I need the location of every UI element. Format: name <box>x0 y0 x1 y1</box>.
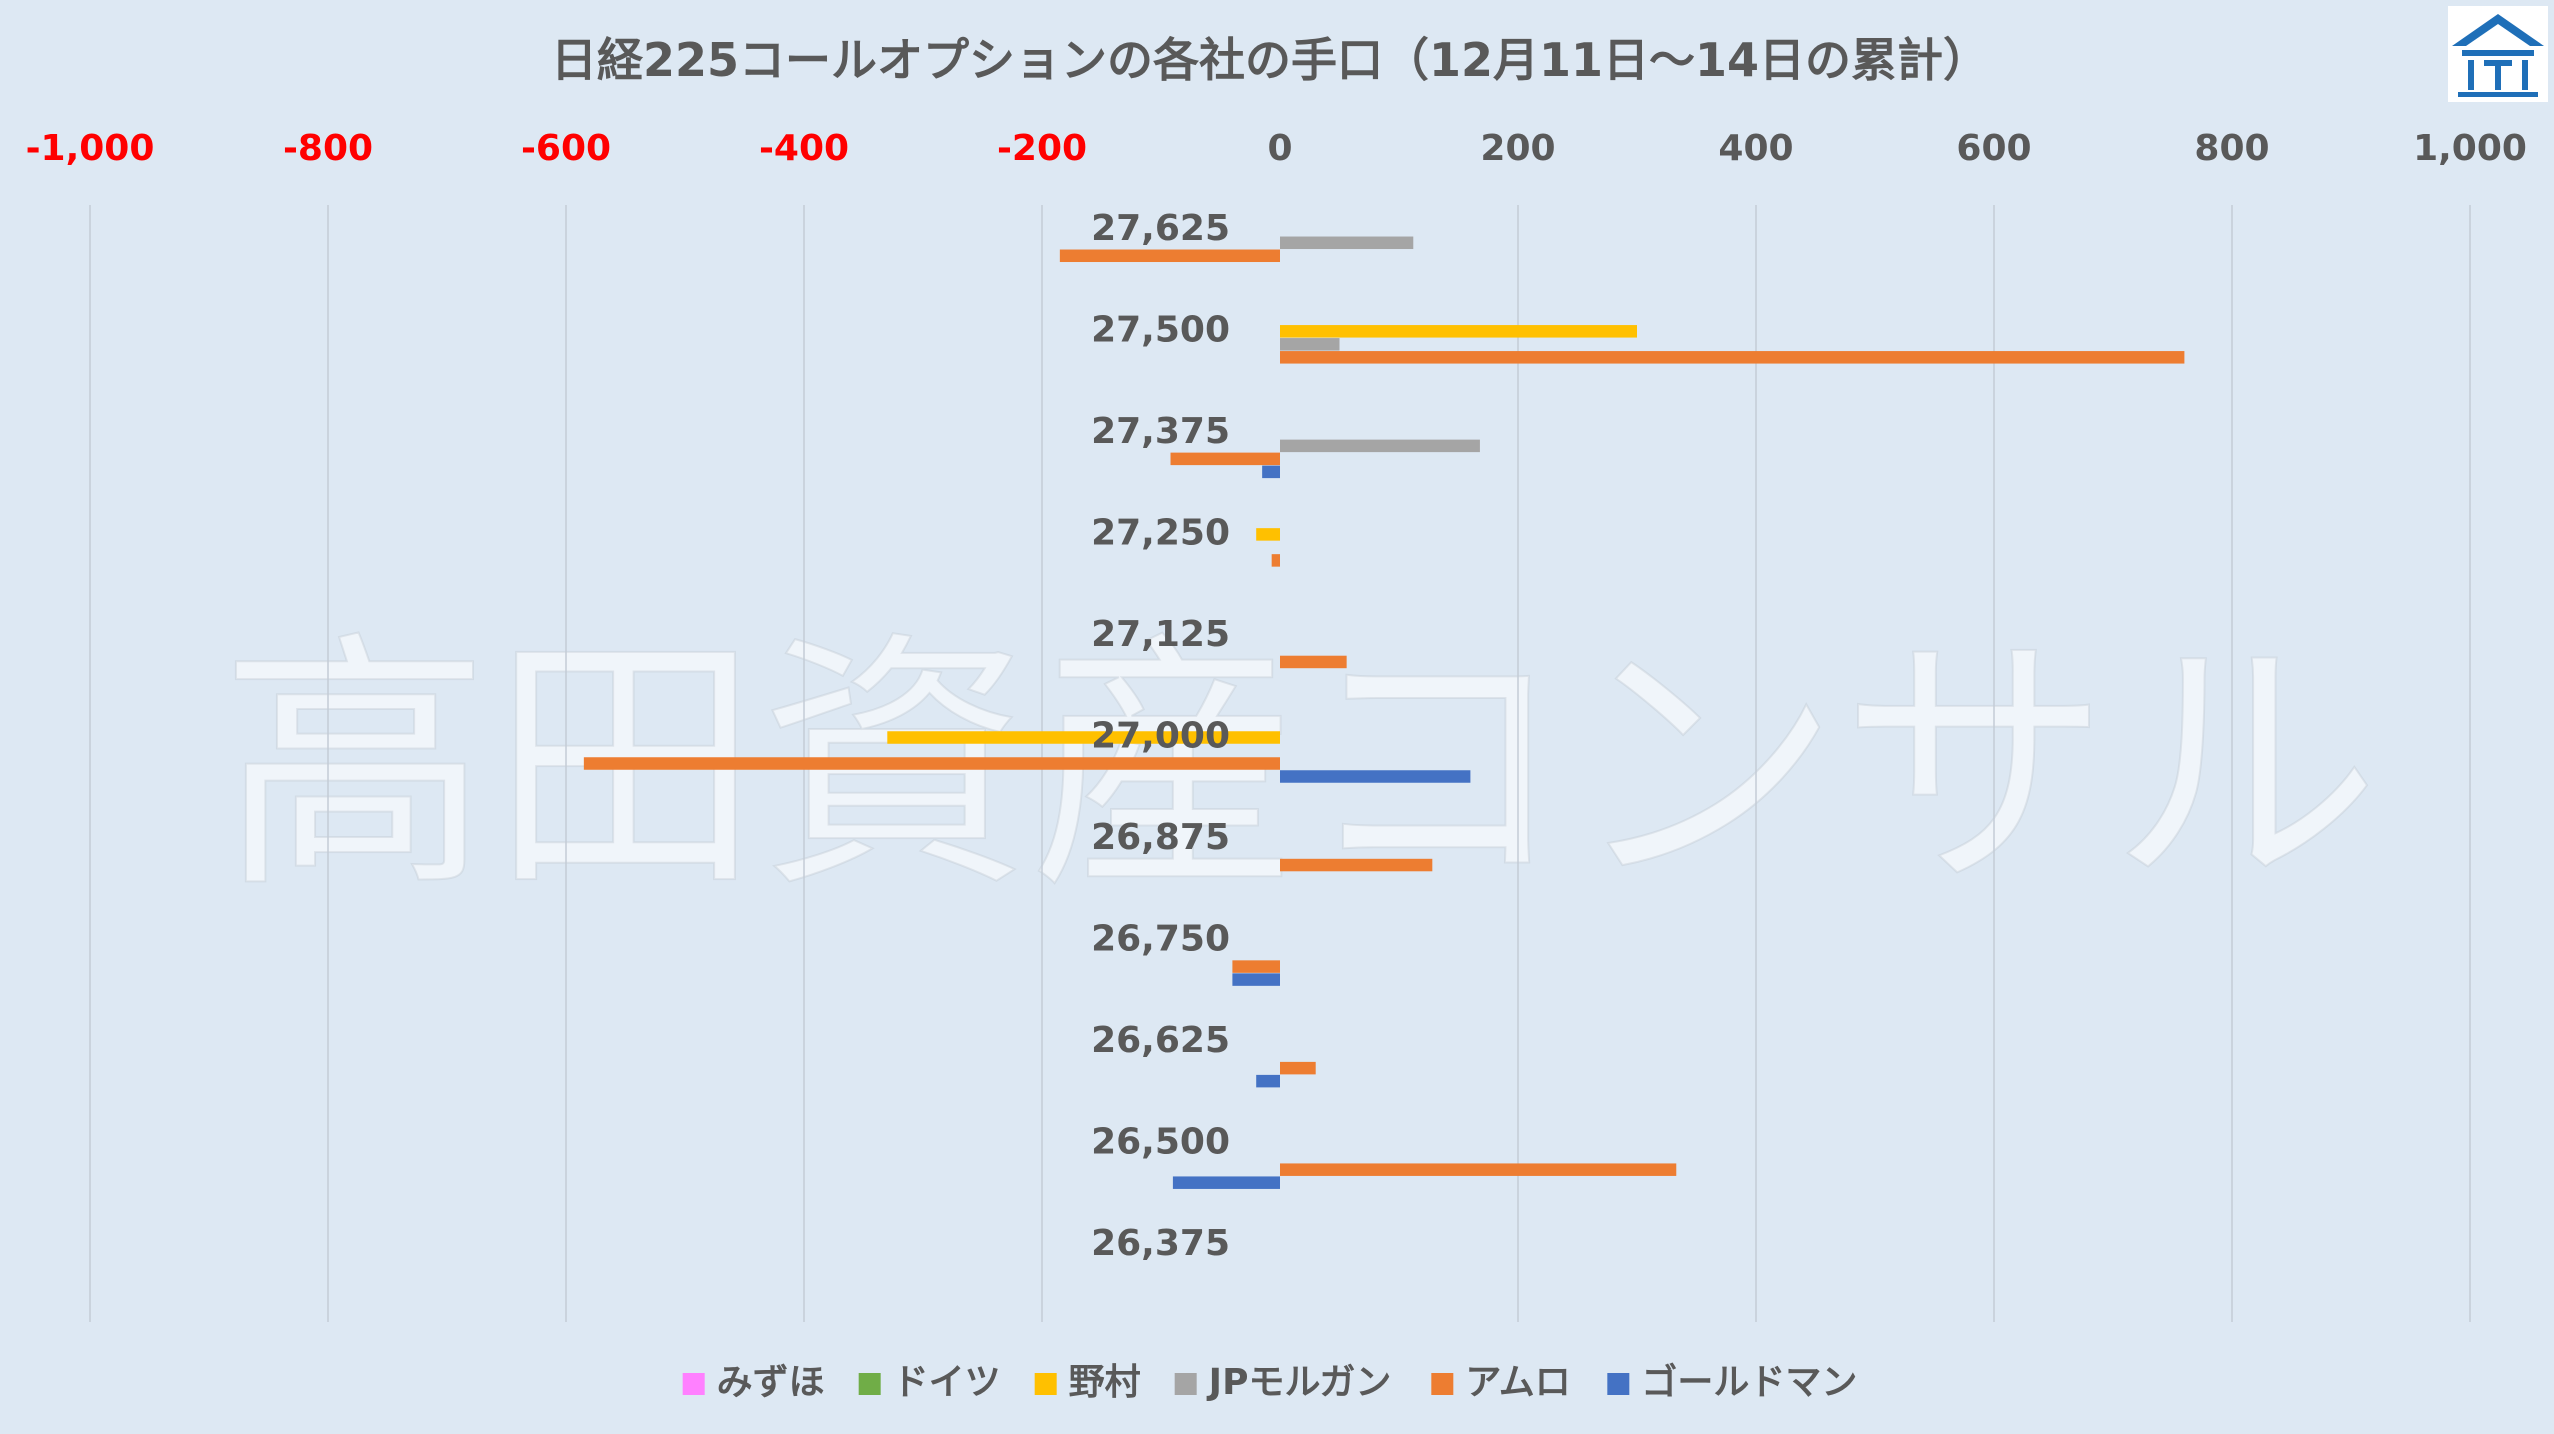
legend-swatch <box>858 1373 881 1395</box>
legend-label: ゴールドマン <box>1641 1361 1857 1403</box>
bar-アムロ <box>1280 1163 1677 1176</box>
category-label: 26,625 <box>1091 1020 1230 1061</box>
x-tick-label: 200 <box>1480 128 1555 169</box>
bar-JPモルガン <box>1280 338 1340 351</box>
house-roof-logo-icon <box>2448 6 2548 102</box>
bar-アムロ <box>1280 655 1347 669</box>
bar-野村 <box>887 731 1280 744</box>
category-label: 26,875 <box>1091 817 1230 858</box>
bar-JPモルガン <box>1280 439 1480 453</box>
category-label: 27,125 <box>1091 614 1230 655</box>
x-tick-label: 600 <box>1956 128 2031 169</box>
bar-アムロ <box>1280 1061 1316 1075</box>
bar-アムロ <box>583 757 1280 770</box>
bar-野村 <box>1280 325 1637 338</box>
bar-ゴールドマン <box>1280 770 1471 783</box>
category-label: 26,375 <box>1091 1223 1230 1264</box>
bar-アムロ <box>1232 960 1280 973</box>
x-tick-label: 0 <box>1267 128 1292 169</box>
category-label: 26,750 <box>1091 919 1230 960</box>
bar-野村 <box>1256 528 1280 541</box>
x-tick-label: 1,000 <box>2413 128 2527 169</box>
category-label: 27,000 <box>1091 716 1230 757</box>
category-label: 27,500 <box>1091 309 1230 350</box>
legend-label: アムロ <box>1465 1362 1570 1403</box>
bar-アムロ <box>1280 858 1433 872</box>
x-tick-label: 800 <box>2194 128 2269 169</box>
chart-title: 日経225コールオプションの各社の手口（12月11日～14日の累計） <box>551 33 1989 87</box>
bar-ゴールドマン <box>1232 973 1280 986</box>
legend-label: 野村 <box>1069 1362 1141 1403</box>
legend-label: みずほ <box>717 1362 825 1403</box>
bar-アムロ <box>1280 351 2185 364</box>
legend-swatch <box>682 1373 705 1395</box>
bar-ゴールドマン <box>1262 465 1280 479</box>
bar-アムロ <box>1059 249 1280 263</box>
x-tick-label: -1,000 <box>26 128 155 169</box>
x-tick-label: 400 <box>1718 128 1793 169</box>
legend-swatch <box>1607 1373 1630 1395</box>
legend-label: ドイツ <box>893 1362 1001 1403</box>
category-label: 27,625 <box>1091 208 1230 249</box>
bar-ゴールドマン <box>1256 1074 1280 1088</box>
legend-swatch <box>1034 1373 1057 1395</box>
x-tick-label: -600 <box>521 128 611 169</box>
legend-swatch <box>1174 1373 1197 1395</box>
bar-JPモルガン <box>1280 236 1414 250</box>
legend-swatch <box>1431 1373 1454 1395</box>
category-label: 27,375 <box>1091 411 1230 452</box>
x-tick-label: -400 <box>759 128 849 169</box>
bar-アムロ <box>1170 452 1280 466</box>
legend-label: JPモルガン <box>1206 1362 1392 1403</box>
category-label: 26,500 <box>1091 1122 1230 1163</box>
x-tick-label: -800 <box>283 128 373 169</box>
bar-アムロ <box>1271 554 1280 567</box>
bar-ゴールドマン <box>1172 1176 1280 1189</box>
category-label: 27,250 <box>1091 512 1230 553</box>
x-tick-label: -200 <box>997 128 1087 169</box>
